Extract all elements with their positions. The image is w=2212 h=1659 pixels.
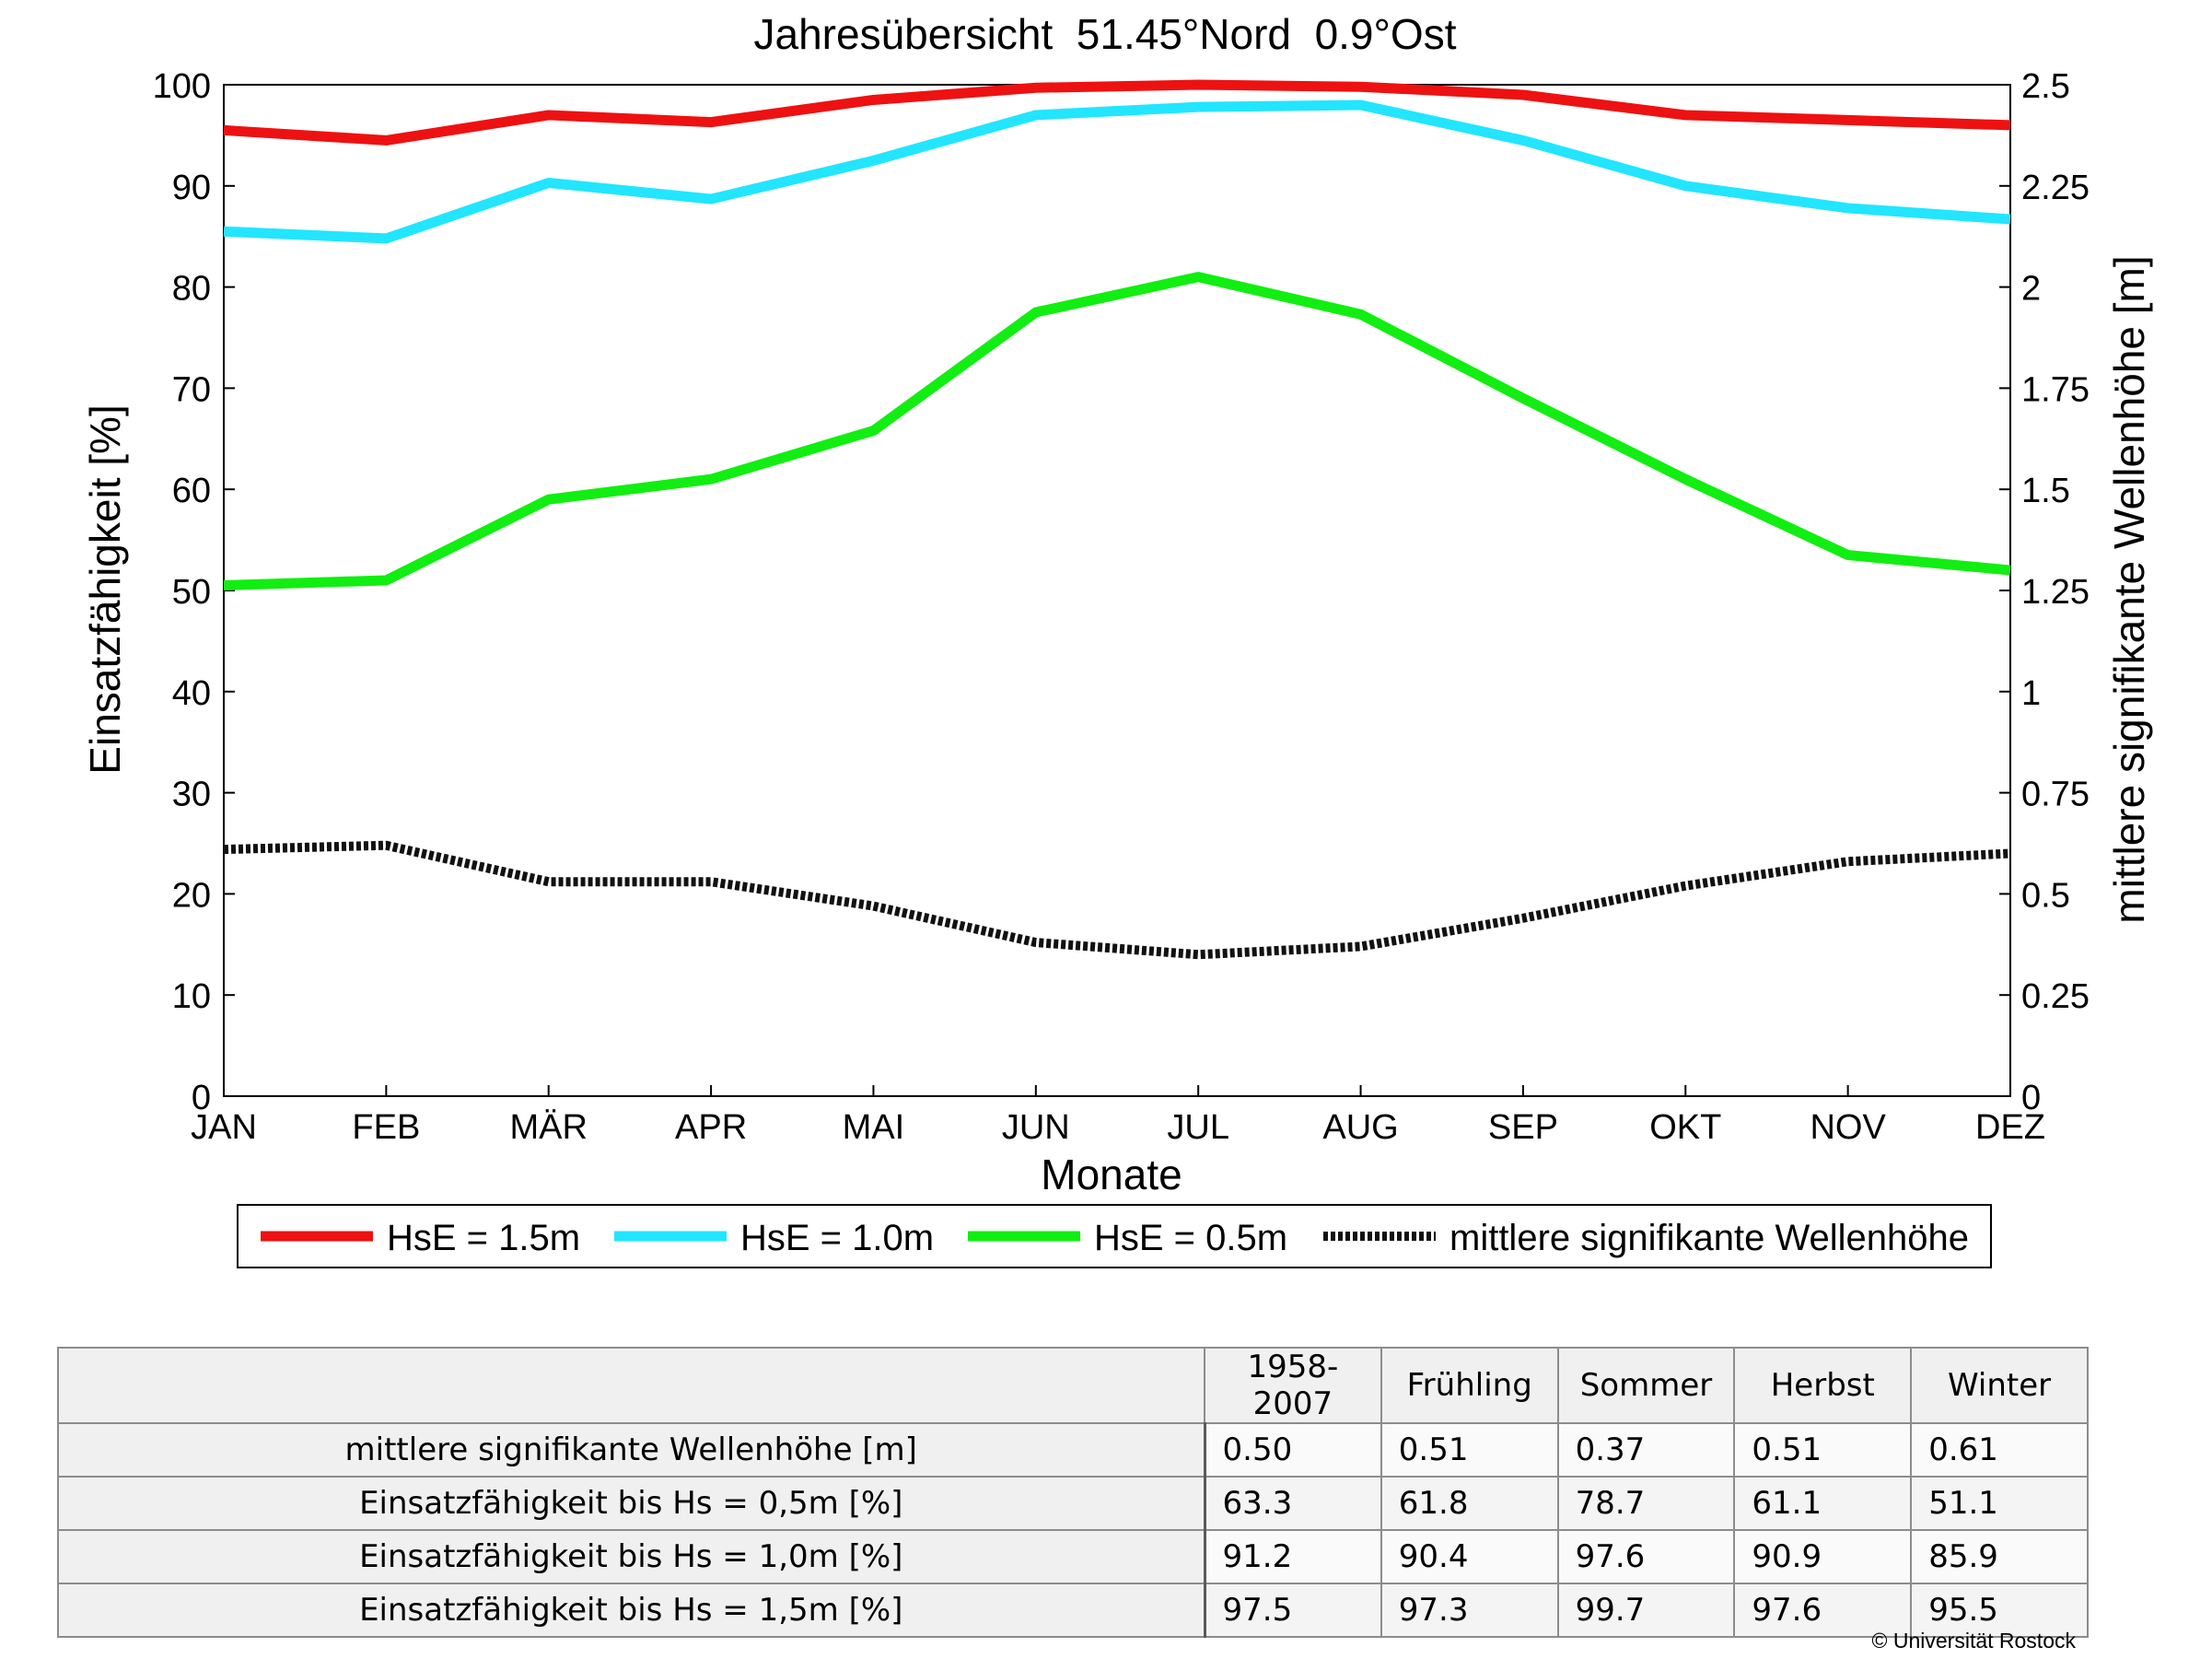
table-cell: 51.1 bbox=[1910, 1476, 2089, 1531]
x-tick-label: JUN bbox=[1002, 1108, 1070, 1147]
x-tick-label: MÄR bbox=[510, 1108, 588, 1147]
y-tick-label: 10 bbox=[172, 977, 211, 1016]
table-cell: 97.6 bbox=[1556, 1529, 1736, 1584]
column-header: Sommer bbox=[1556, 1347, 1736, 1424]
column-header: Frühling bbox=[1380, 1347, 1559, 1424]
column-header: Winter bbox=[1910, 1347, 2089, 1424]
y-tick-label: 20 bbox=[172, 876, 211, 915]
table-cell: 0.61 bbox=[1910, 1422, 2089, 1478]
table-cell: 78.7 bbox=[1556, 1476, 1736, 1531]
y-tick-label: 30 bbox=[172, 776, 211, 814]
table-cell: 91.2 bbox=[1204, 1529, 1382, 1584]
y-tick-label: 50 bbox=[172, 573, 211, 612]
y2-tick-label: 0.5 bbox=[2021, 876, 2070, 915]
table-cell: 90.4 bbox=[1380, 1529, 1559, 1584]
table-row: Einsatzfähigkeit bis Hs = 1,0m [%] 91.2 … bbox=[57, 1529, 2089, 1584]
y-tick-label: 0 bbox=[192, 1079, 211, 1117]
table-corner-cell bbox=[57, 1347, 1205, 1424]
x-tick-label: AUG bbox=[1322, 1108, 1398, 1147]
y2-tick-label: 0 bbox=[2021, 1079, 2041, 1117]
y-tick-label: 100 bbox=[153, 67, 211, 106]
x-tick-label: DEZ bbox=[1975, 1108, 2045, 1147]
y2-tick-label: 2.5 bbox=[2021, 67, 2070, 106]
y2-tick-label: 1.5 bbox=[2021, 472, 2070, 510]
y2-tick-label: 1 bbox=[2021, 674, 2041, 713]
series-line-3 bbox=[223, 840, 2011, 960]
x-tick-label: FEB bbox=[352, 1108, 420, 1147]
table-cell: 0.50 bbox=[1204, 1422, 1382, 1478]
table-cell: 85.9 bbox=[1910, 1529, 2089, 1584]
table-cell: 90.9 bbox=[1733, 1529, 1913, 1584]
y-tick-label: 60 bbox=[172, 472, 211, 510]
row-label: Einsatzfähigkeit bis Hs = 1,5m [%] bbox=[57, 1583, 1206, 1638]
table-row: Einsatzfähigkeit bis Hs = 1,5m [%] 97.5 … bbox=[57, 1583, 2089, 1638]
legend-label: HsE = 1.5m bbox=[387, 1218, 580, 1258]
table-cell: 61.1 bbox=[1733, 1476, 1913, 1531]
y2-tick-label: 0.25 bbox=[2021, 977, 2090, 1016]
x-axis-label: Monate bbox=[1041, 1151, 1182, 1198]
y-tick-label: 70 bbox=[172, 370, 211, 409]
x-tick-label: SEP bbox=[1488, 1108, 1558, 1147]
table-cell: 95.5 bbox=[1910, 1583, 2089, 1638]
table-cell: 97.5 bbox=[1204, 1583, 1382, 1638]
y-axis-label: Einsatzfähigkeit [%] bbox=[81, 404, 129, 774]
y2-tick-label: 1.25 bbox=[2021, 573, 2090, 612]
x-tick-label: NOV bbox=[1810, 1108, 1886, 1147]
table-header-row: 1958-2007 Frühling Sommer Herbst Winter bbox=[57, 1347, 2089, 1424]
y2-tick-label: 2 bbox=[2021, 270, 2041, 309]
legend-label: mittlere signifikante Wellenhöhe bbox=[1449, 1218, 1969, 1258]
stats-table: 1958-2007 Frühling Sommer Herbst Winter … bbox=[57, 1347, 2089, 1638]
x-tick-label: APR bbox=[675, 1108, 747, 1147]
table-cell: 99.7 bbox=[1556, 1583, 1736, 1638]
row-label: Einsatzfähigkeit bis Hs = 0,5m [%] bbox=[57, 1476, 1206, 1531]
table-cell: 97.6 bbox=[1733, 1583, 1913, 1638]
legend-label: HsE = 0.5m bbox=[1094, 1218, 1287, 1258]
legend: HsE = 1.5m HsE = 1.0m HsE = 0.5m mittlere s… bbox=[237, 1204, 1992, 1268]
table-cell: 97.3 bbox=[1380, 1583, 1559, 1638]
table-cell: 0.51 bbox=[1380, 1422, 1559, 1478]
chart: Jahresübersicht 51.45°Nord 0.9°Ost 01020… bbox=[81, 10, 2153, 1268]
row-label: Einsatzfähigkeit bis Hs = 1,0m [%] bbox=[57, 1529, 1206, 1584]
plot-area: 0 10 20 30 40 50 60 70 80 90 100 0 0.25 0.5 0.75 1 1.25 1… bbox=[153, 67, 2090, 1147]
row-label: mittlere signifikante Wellenhöhe [m] bbox=[57, 1422, 1206, 1478]
y2-tick-label: 2.25 bbox=[2021, 169, 2090, 207]
y2-tick-label: 0.75 bbox=[2021, 776, 2090, 814]
x-tick-label: JAN bbox=[191, 1108, 257, 1147]
x-tick-label: JUL bbox=[1167, 1108, 1229, 1147]
y-tick-label: 90 bbox=[172, 169, 211, 207]
column-header: 1958-2007 bbox=[1204, 1347, 1382, 1424]
legend-box bbox=[237, 1204, 1992, 1268]
table-cell: 0.37 bbox=[1556, 1422, 1736, 1478]
series-line-2 bbox=[223, 272, 2011, 591]
y2-axis-label: mittlere signifikante Wellenhöhe [m] bbox=[2105, 255, 2153, 923]
x-tick-label: MAI bbox=[843, 1108, 905, 1147]
legend-label: HsE = 1.0m bbox=[740, 1218, 934, 1258]
y-tick-label: 40 bbox=[172, 674, 211, 713]
table-row: mittlere signifikante Wellenhöhe [m] 0.5… bbox=[57, 1422, 2089, 1478]
x-tick-label: OKT bbox=[1649, 1108, 1721, 1147]
series-line-0 bbox=[223, 79, 2011, 146]
y2-tick-label: 1.75 bbox=[2021, 370, 2090, 409]
copyright-notice: © Universität Rostock bbox=[1871, 1629, 2076, 1653]
y-tick-label: 80 bbox=[172, 270, 211, 309]
column-header: Herbst bbox=[1733, 1347, 1913, 1424]
series-line-1 bbox=[223, 99, 2011, 244]
chart-title: Jahresübersicht 51.45°Nord 0.9°Ost bbox=[754, 10, 1457, 58]
table-cell: 63.3 bbox=[1204, 1476, 1382, 1531]
table-cell: 61.8 bbox=[1380, 1476, 1559, 1531]
table-cell: 0.51 bbox=[1733, 1422, 1913, 1478]
table-row: Einsatzfähigkeit bis Hs = 0,5m [%] 63.3 … bbox=[57, 1476, 2089, 1531]
